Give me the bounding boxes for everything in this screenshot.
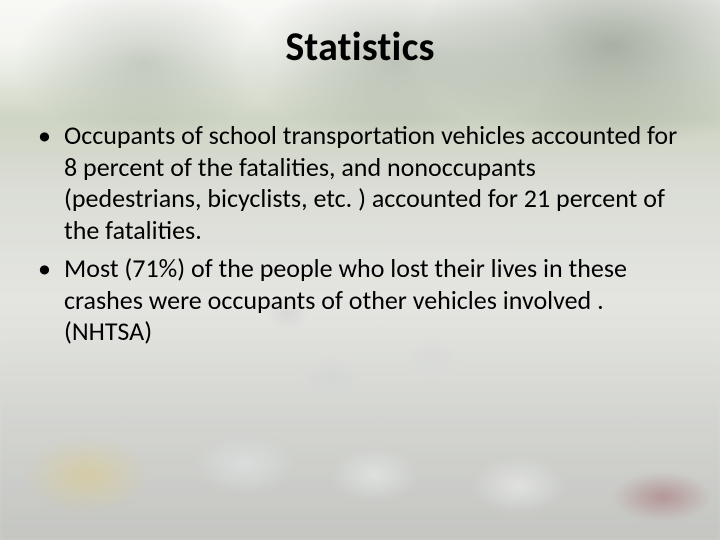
slide-body: Occupants of school transportation vehic… — [36, 120, 678, 354]
slide-content: Statistics Occupants of school transport… — [0, 0, 720, 540]
list-item: Occupants of school transportation vehic… — [36, 120, 678, 247]
bullet-list: Occupants of school transportation vehic… — [36, 120, 678, 348]
list-item: Most (71%) of the people who lost their … — [36, 253, 678, 348]
bullet-text: Most (71%) of the people who lost their … — [64, 252, 627, 347]
bullet-text: Occupants of school transportation vehic… — [64, 119, 677, 246]
slide: Statistics Occupants of school transport… — [0, 0, 720, 540]
slide-title: Statistics — [0, 22, 720, 71]
